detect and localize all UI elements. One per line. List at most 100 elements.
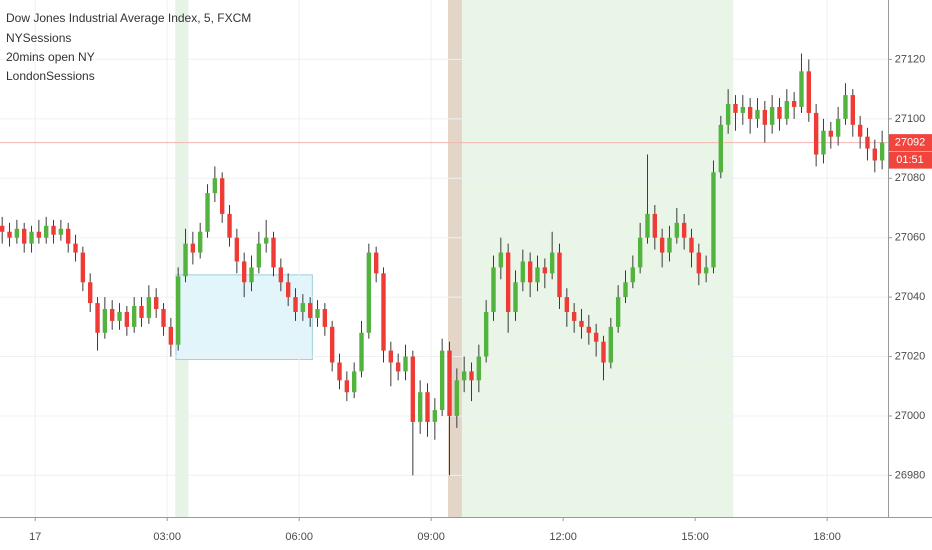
candle-body bbox=[505, 252, 511, 312]
x-tick-label: 12:00 bbox=[549, 531, 577, 543]
legend-item: 20mins open NY bbox=[6, 50, 95, 64]
candle-body bbox=[542, 267, 548, 274]
candle-body bbox=[234, 237, 240, 262]
candle-body bbox=[835, 118, 841, 137]
candle-body bbox=[80, 252, 86, 283]
candle-body bbox=[711, 172, 716, 268]
candle-body bbox=[579, 320, 584, 327]
candle-body bbox=[850, 95, 856, 125]
candle-body bbox=[821, 130, 826, 155]
countdown-label: 01:51 bbox=[896, 154, 924, 166]
candle-body bbox=[872, 148, 878, 161]
candle-body bbox=[256, 243, 262, 268]
candle-body bbox=[777, 106, 782, 119]
x-tick-label: 03:00 bbox=[153, 531, 181, 543]
candle-body bbox=[791, 101, 797, 107]
candle-body bbox=[865, 136, 870, 149]
candle-body bbox=[315, 309, 320, 318]
candle-body bbox=[593, 332, 599, 342]
candle-body bbox=[366, 252, 372, 333]
candle-body bbox=[659, 237, 665, 253]
candle-body bbox=[755, 109, 760, 119]
candle-body bbox=[337, 362, 342, 381]
candle-body bbox=[674, 222, 680, 238]
candle-body bbox=[395, 362, 401, 372]
candle-body bbox=[681, 222, 687, 238]
candle-body bbox=[645, 213, 650, 238]
candle-body bbox=[828, 130, 834, 137]
candle-body bbox=[432, 410, 438, 422]
candle-body bbox=[762, 109, 768, 125]
last-price-label: 27092 bbox=[895, 137, 926, 149]
y-tick-label: 26980 bbox=[895, 469, 926, 481]
candle-body bbox=[630, 267, 636, 283]
candle-body bbox=[623, 282, 628, 298]
candle-body bbox=[564, 297, 570, 312]
candle-body bbox=[733, 103, 738, 113]
candle-body bbox=[219, 178, 225, 214]
candle-body bbox=[205, 193, 210, 232]
candle-body bbox=[197, 231, 203, 253]
candle-body bbox=[249, 267, 254, 283]
candle-body bbox=[403, 356, 408, 372]
candle-body bbox=[124, 311, 130, 327]
candle-body bbox=[7, 231, 12, 238]
candle-body bbox=[799, 71, 804, 107]
candle-body bbox=[109, 309, 115, 321]
candle-body bbox=[285, 282, 291, 298]
candle-body bbox=[117, 311, 122, 321]
candle-body bbox=[857, 124, 863, 137]
last-price-tag bbox=[889, 134, 932, 152]
y-tick-label: 27100 bbox=[895, 113, 926, 125]
candle-body bbox=[43, 225, 49, 238]
candle-body bbox=[227, 213, 232, 238]
candle-body bbox=[65, 228, 71, 244]
candle-body bbox=[696, 252, 702, 274]
candle-body bbox=[329, 326, 335, 363]
candle-body bbox=[183, 243, 188, 277]
candle-body bbox=[652, 213, 658, 238]
candle-body bbox=[784, 101, 790, 119]
candle-body bbox=[843, 95, 848, 119]
candle-body bbox=[388, 350, 394, 363]
x-tick-label: 09:00 bbox=[417, 531, 445, 543]
y-tick-label: 27060 bbox=[895, 232, 926, 244]
candle-body bbox=[359, 332, 364, 372]
candle-body bbox=[549, 252, 555, 274]
candle-body bbox=[417, 392, 423, 422]
candle-body bbox=[491, 267, 496, 312]
y-tick-label: 27120 bbox=[895, 53, 926, 65]
candle-body bbox=[740, 106, 746, 113]
candle-body bbox=[527, 261, 533, 283]
x-tick-label: 06:00 bbox=[285, 531, 313, 543]
candle-body bbox=[293, 297, 298, 312]
y-tick-label: 27080 bbox=[895, 172, 926, 184]
y-tick-label: 27020 bbox=[895, 350, 926, 362]
candle-body bbox=[51, 225, 56, 235]
candle-body bbox=[535, 267, 540, 283]
candle-body bbox=[513, 282, 518, 312]
candle-body bbox=[637, 237, 643, 268]
candle-body bbox=[586, 326, 592, 333]
candle-body bbox=[373, 252, 379, 274]
candle-body bbox=[769, 106, 775, 125]
candle-body bbox=[58, 228, 64, 235]
y-tick-label: 27040 bbox=[895, 291, 926, 303]
chart-title: Dow Jones Industrial Average Index, 5, F… bbox=[6, 11, 251, 25]
candle-body bbox=[425, 392, 430, 422]
candle-body bbox=[813, 112, 819, 155]
candle-body bbox=[879, 142, 885, 161]
candle-body bbox=[557, 252, 562, 298]
candle-body bbox=[454, 380, 460, 416]
candle-body bbox=[300, 303, 306, 312]
candle-body bbox=[520, 261, 526, 283]
candle-body bbox=[608, 326, 614, 363]
candle-body bbox=[241, 261, 247, 283]
candle-body bbox=[168, 326, 174, 345]
candle-body bbox=[14, 228, 20, 238]
candle-body bbox=[601, 341, 606, 363]
candle-body bbox=[263, 237, 269, 244]
candle-body bbox=[498, 252, 504, 268]
candle-body bbox=[344, 380, 350, 393]
